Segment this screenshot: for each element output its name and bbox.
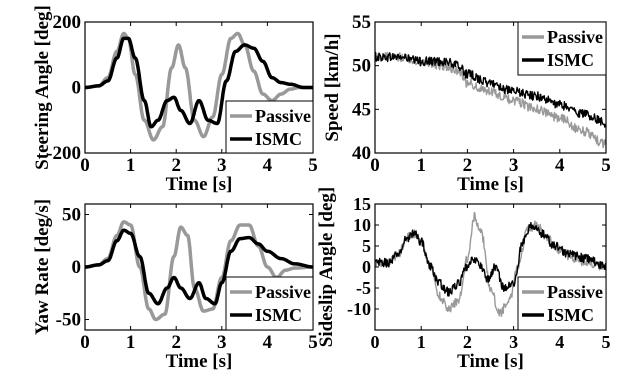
x-tick-label: 3 [217,155,227,176]
x-tick-label: 5 [308,332,318,353]
series-line-passive [85,31,313,142]
x-tick-label: 3 [217,332,227,353]
y-tick-label: -5 [356,278,371,298]
y-tick-label: 15 [353,194,371,214]
x-tick-label: 5 [601,155,611,176]
y-tick-label: -10 [347,299,371,319]
y-axis-label: Speed [km/h] [322,33,343,141]
y-tick-label: 0 [72,78,82,99]
x-tick-label: 0 [80,155,90,176]
legend-label-ismc: ISMC [255,129,302,149]
x-tick-label: 3 [509,332,518,352]
legend: Passive ISMC [225,276,314,331]
x-tick-label: 1 [417,332,426,352]
series-line-ismc [375,51,606,128]
x-tick-label: 4 [263,332,273,353]
legend-label-ismc: ISMC [255,305,302,325]
legend: Passive ISMC [517,276,607,331]
series-line-ismc [375,221,606,297]
y-tick-label: 50 [352,56,371,77]
y-tick-label: 40 [352,143,371,164]
y-axis-label: Sideslip Angle [deg] [316,187,337,347]
legend-label-passive: Passive [255,282,311,302]
x-tick-label: 5 [308,155,318,176]
plot-area [85,31,313,142]
y-tick-label: -50 [56,310,81,331]
y-axis-label: Yaw Rate [deg/s] [32,199,53,335]
legend-label-passive: Passive [255,106,311,126]
legend: Passive ISMC [225,100,314,154]
x-tick-label: 2 [463,155,473,176]
x-tick-label: 5 [602,332,611,352]
legend-label-ismc: ISMC [547,50,594,70]
x-tick-label: 4 [555,332,564,352]
axes-frame [374,21,607,154]
x-axis-label: Time [s] [166,351,233,372]
y-tick-label: 10 [353,215,371,235]
x-tick-label: 4 [263,155,273,176]
y-tick-label: 50 [62,205,81,226]
x-tick-label: 3 [509,155,519,176]
x-tick-label: 0 [370,155,380,176]
x-tick-label: 1 [416,155,426,176]
x-tick-label: 2 [463,332,472,352]
series-line-ismc [85,228,313,306]
y-axis-label: Steering Angle [deg] [32,5,53,170]
legend-label-passive: Passive [547,282,603,302]
x-axis-label: Time [s] [457,174,524,195]
y-tick-label: 45 [352,99,371,120]
x-tick-label: 2 [171,155,181,176]
series-line-ismc [85,36,313,129]
x-tick-label: 0 [80,332,90,353]
legend: Passive ISMC [517,21,607,76]
x-axis-label: Time [s] [166,174,233,195]
x-axis-label: Time [s] [457,351,524,372]
y-tick-label: 200 [53,12,82,33]
y-tick-label: 55 [352,12,371,33]
y-tick-label: 5 [362,236,371,256]
x-tick-label: 0 [371,332,380,352]
x-tick-label: 1 [126,155,136,176]
y-tick-label: 0 [72,257,82,278]
legend-label-ismc: ISMC [547,305,594,325]
y-tick-label: 0 [362,257,371,277]
plot-area [375,51,606,149]
plot-area [375,211,606,317]
x-tick-label: 1 [126,332,136,353]
y-tick-label: -200 [46,143,81,164]
x-tick-label: 4 [555,155,565,176]
legend-label-passive: Passive [547,27,603,47]
x-tick-label: 2 [171,332,181,353]
